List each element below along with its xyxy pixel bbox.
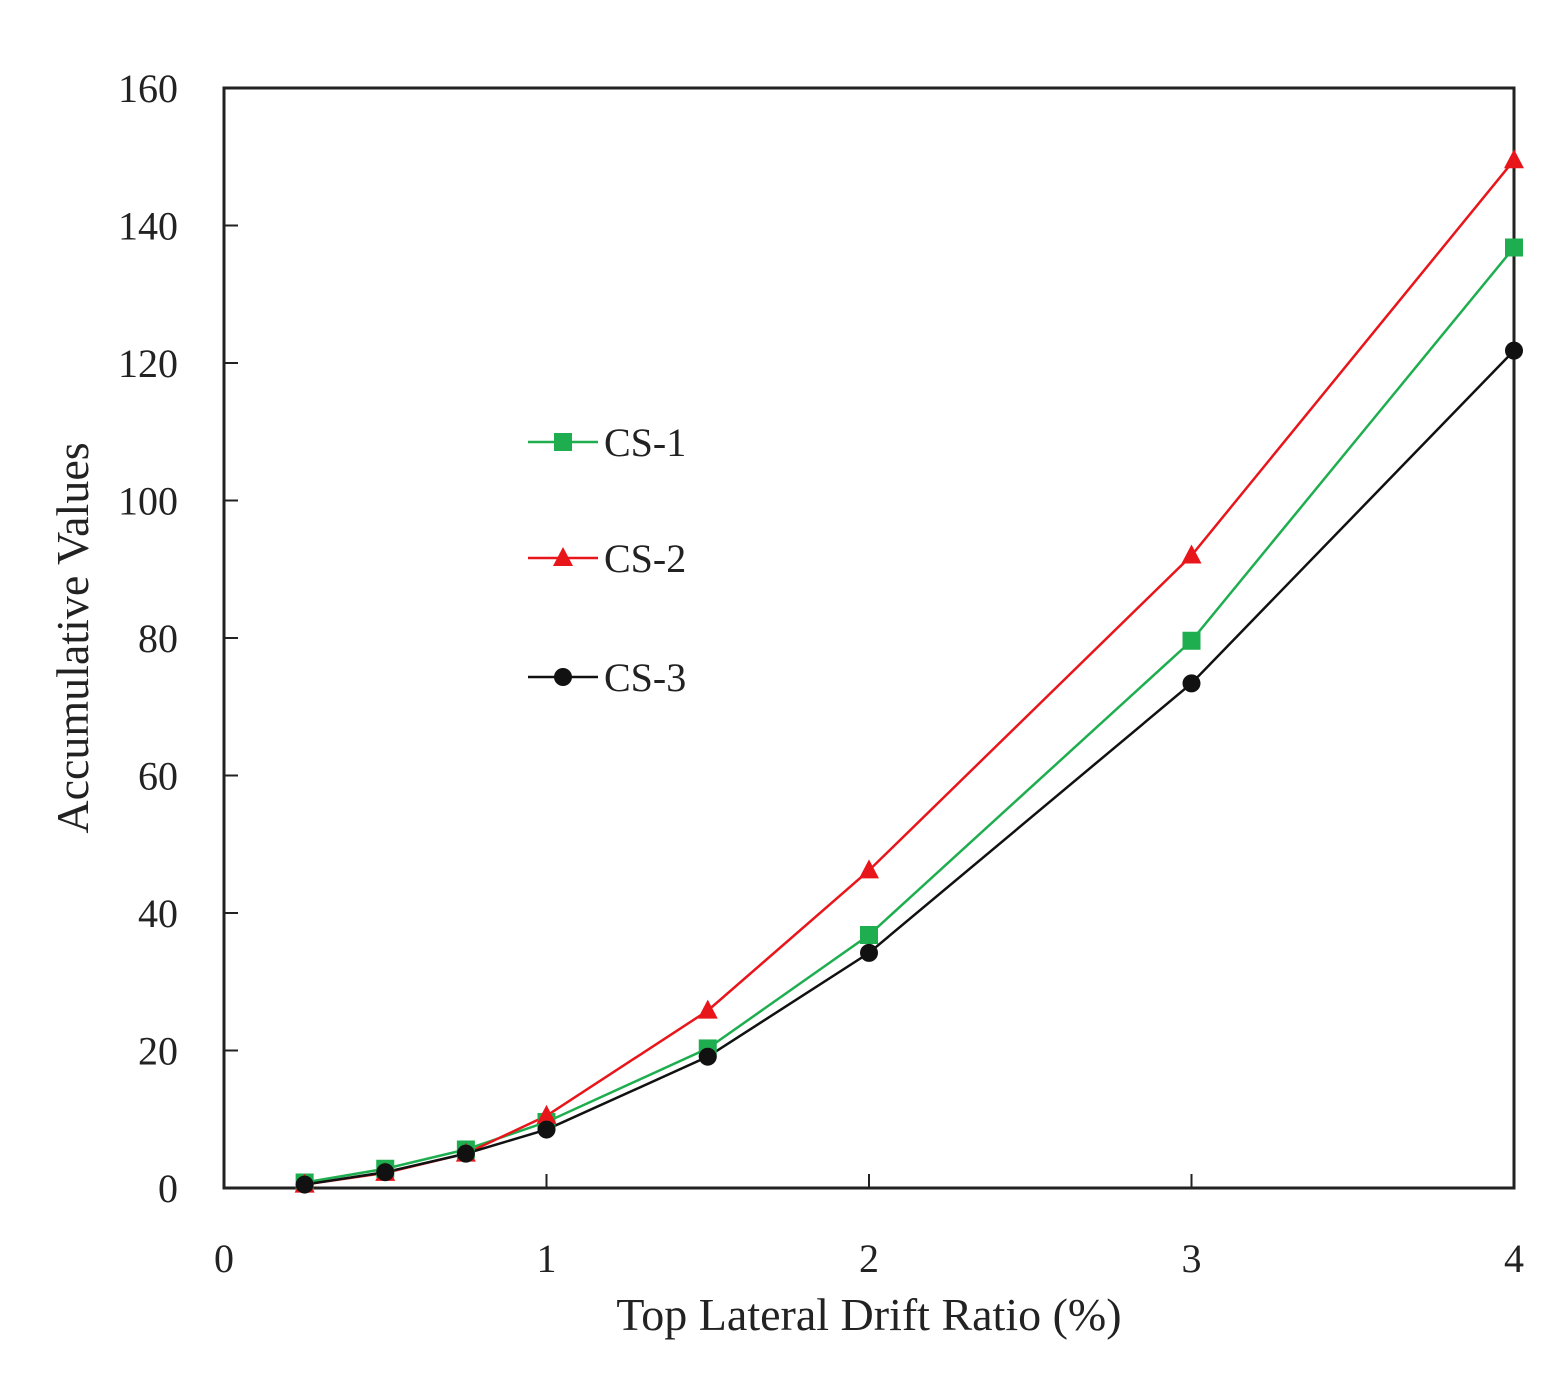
data-point-cs-1 <box>1505 238 1523 257</box>
legend: CS-1 CS-2 CS-3 <box>528 420 686 700</box>
data-point-cs-3 <box>1505 341 1523 360</box>
data-point-cs-3 <box>537 1120 556 1139</box>
data-point-cs-3 <box>295 1175 314 1194</box>
legend-item-cs-2: CS-2 <box>528 536 686 581</box>
y-axis-title: Accumulative Values <box>47 442 98 833</box>
y-tick-label: 0 <box>158 1166 178 1211</box>
data-point-cs-3 <box>376 1163 395 1182</box>
y-tick-label: 80 <box>138 616 178 661</box>
legend-item-cs-1: CS-1 <box>528 420 686 465</box>
data-point-cs-2 <box>1181 544 1202 564</box>
legend-marker-cs-2 <box>553 547 573 566</box>
legend-label-cs-2: CS-2 <box>604 536 686 581</box>
x-tick-label: 1 <box>537 1236 557 1281</box>
legend-label-cs-1: CS-1 <box>604 420 686 465</box>
y-tick-label: 160 <box>118 66 178 111</box>
data-point-cs-3 <box>1182 674 1201 693</box>
data-point-cs-1 <box>860 926 878 944</box>
series-lines <box>304 159 1515 1186</box>
y-tick-label: 100 <box>118 479 178 524</box>
series-line-cs-3 <box>304 349 1515 1186</box>
data-point-cs-1 <box>1182 631 1201 650</box>
x-axis-title: Top Lateral Drift Ratio (%) <box>616 1289 1121 1340</box>
data-point-cs-2 <box>1504 149 1524 169</box>
legend-item-cs-3: CS-3 <box>528 655 686 700</box>
series-line-cs-1 <box>304 246 1515 1184</box>
y-tick-label: 20 <box>138 1029 178 1074</box>
data-point-cs-3 <box>698 1047 717 1066</box>
plot-frame <box>222 86 1516 1190</box>
x-tick-label: 2 <box>859 1236 879 1281</box>
legend-label-cs-3: CS-3 <box>604 655 686 700</box>
y-tick-label: 140 <box>118 204 178 249</box>
legend-marker-cs-3 <box>554 668 572 686</box>
legend-marker-cs-1 <box>554 433 572 451</box>
data-point-cs-2 <box>536 1104 557 1124</box>
y-tick-label: 120 <box>118 341 178 386</box>
data-point-cs-2 <box>697 999 718 1019</box>
y-tick-label: 60 <box>138 754 178 799</box>
data-point-cs-2 <box>859 859 879 879</box>
data-point-cs-3 <box>456 1144 475 1163</box>
y-tick-label: 40 <box>138 891 178 936</box>
series-markers <box>294 149 1524 1194</box>
series-line-cs-2 <box>304 159 1515 1186</box>
x-tick-label: 3 <box>1182 1236 1202 1281</box>
x-tick-label: 0 <box>214 1236 234 1281</box>
data-point-cs-3 <box>860 943 878 962</box>
x-tick-label: 4 <box>1504 1236 1524 1281</box>
